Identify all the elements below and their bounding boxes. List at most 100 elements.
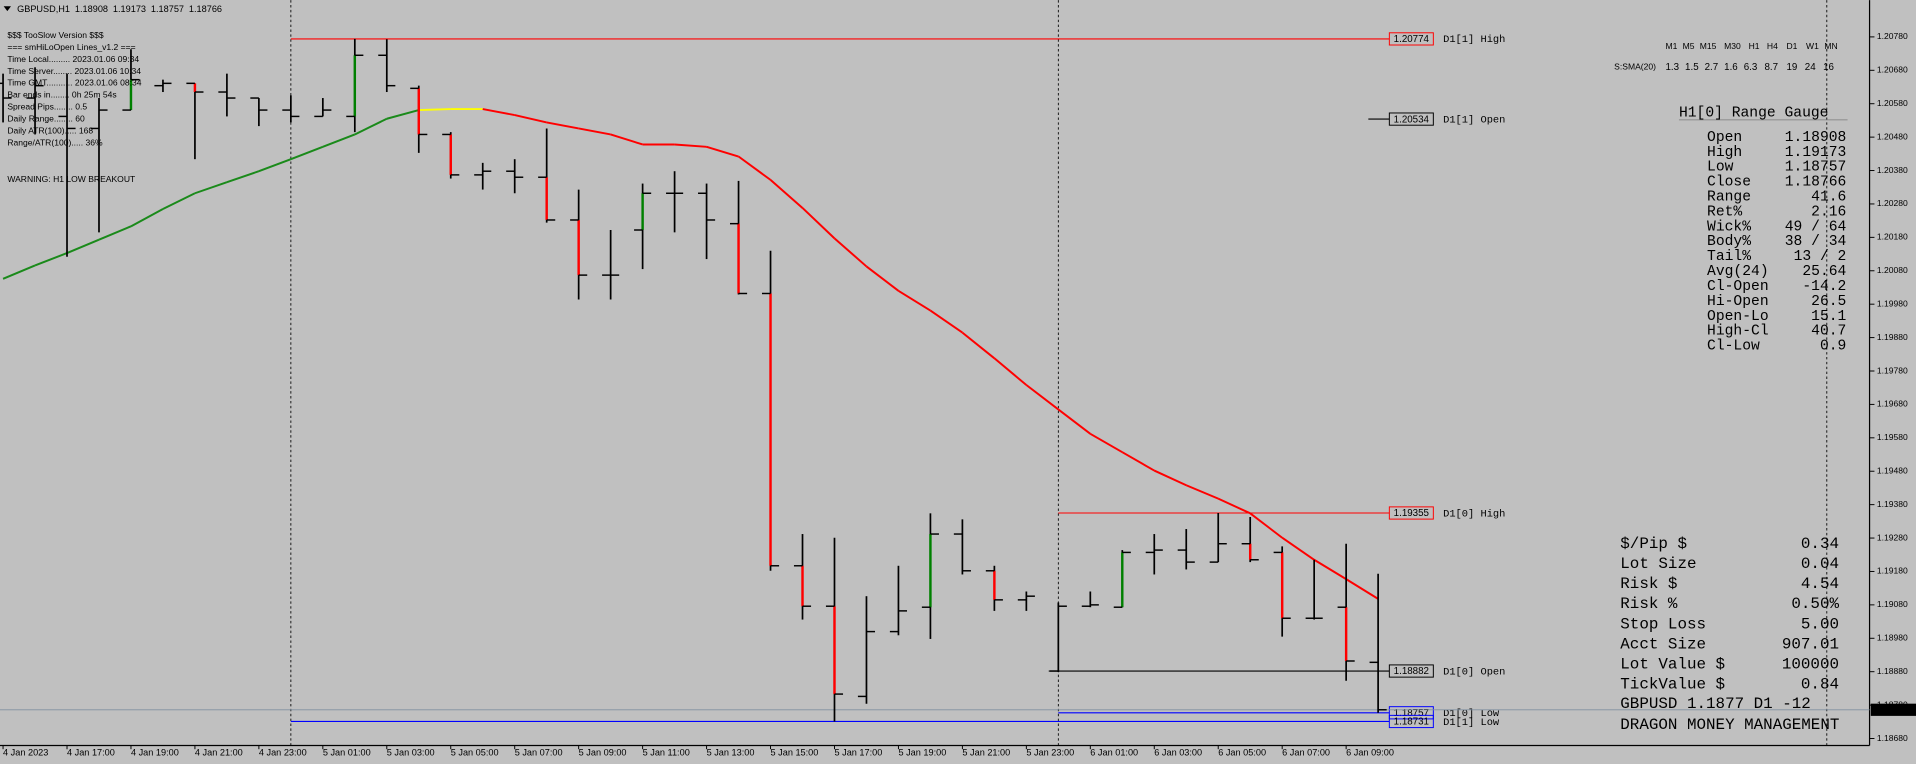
- ma-segment: [130, 208, 164, 228]
- y-tick-label: 1.20780: [1877, 31, 1908, 41]
- gauge-title: H1[0] Range Gauge: [1679, 105, 1829, 121]
- x-tick-label: 4 Jan 17:00: [67, 747, 115, 757]
- y-tick-label: 1.19180: [1877, 566, 1908, 576]
- ma-segment: [1121, 451, 1155, 472]
- info-line: Spread Pips........ 0.5: [7, 102, 87, 112]
- gauge-value: 26.5: [1811, 294, 1846, 310]
- gauge-label: High: [1707, 145, 1742, 161]
- y-tick-label: 1.19580: [1877, 432, 1908, 442]
- ma-segment: [897, 289, 931, 312]
- ma-segment: [258, 158, 292, 173]
- ma-segment: [162, 192, 196, 210]
- header-high: 1.19173: [113, 4, 146, 14]
- gauge-label: Body%: [1707, 234, 1751, 250]
- money-value: 0.84: [1801, 675, 1839, 693]
- header-symbol: GBPUSD,H1: [17, 4, 70, 14]
- ma-segment: [1249, 512, 1283, 539]
- timeframe: MN: [1824, 41, 1837, 51]
- current-price-box: [1870, 703, 1916, 716]
- ma-segment: [66, 238, 100, 254]
- info-line: Time GMT........... 2023.01.06 08:34: [7, 78, 141, 88]
- gauge-value: 1.18757: [1785, 160, 1847, 176]
- gauge-value: 40.7: [1811, 324, 1846, 340]
- gauge-value: -14.2: [1802, 279, 1846, 295]
- gauge-value: 1.19173: [1785, 145, 1847, 161]
- level-box: [1388, 112, 1434, 126]
- ma-segment: [226, 170, 260, 184]
- header-open: 1.18908: [75, 4, 108, 14]
- ma-segment: [1089, 432, 1123, 454]
- ma-segment: [418, 108, 451, 112]
- money-value: 100000: [1782, 655, 1839, 673]
- x-tick-label: 5 Jan 05:00: [451, 747, 499, 757]
- money-label: Risk %: [1620, 595, 1678, 613]
- x-tick-label: 4 Jan 2023: [3, 747, 48, 757]
- timeframe: H1: [1749, 41, 1760, 51]
- ma-segment: [674, 143, 707, 148]
- header-close: 1.18766: [189, 4, 222, 14]
- level-value: 1.18757: [1394, 708, 1429, 719]
- ma-segment: [737, 155, 772, 181]
- money-label: Risk $: [1620, 575, 1677, 593]
- info-line: === smHiLoOpen Lines_v1.2 ===: [7, 42, 135, 52]
- level-box: [1388, 714, 1434, 729]
- y-tick-label: 1.18980: [1877, 633, 1908, 643]
- gauge-value: 0.9: [1820, 339, 1846, 355]
- gauge-value: 49 / 64: [1785, 219, 1847, 235]
- y-tick-label: 1.20280: [1877, 198, 1908, 208]
- gauge-label: Cl-Open: [1707, 279, 1769, 295]
- ma-segment: [2, 264, 36, 280]
- y-tick-label: 1.19680: [1877, 399, 1908, 409]
- x-tick-label: 5 Jan 03:00: [387, 747, 435, 757]
- ma-segment: [1153, 469, 1187, 487]
- x-tick-label: 5 Jan 09:00: [579, 747, 627, 757]
- gauge-label: Tail%: [1707, 249, 1751, 265]
- ma-segment: [482, 108, 515, 117]
- ma-segment: [194, 181, 228, 195]
- gauge-label: High-Cl: [1707, 324, 1769, 340]
- ma-segment: [1281, 536, 1315, 561]
- ma-segment: [610, 133, 643, 146]
- ma-segment: [546, 121, 579, 130]
- x-tick-label: 6 Jan 05:00: [1218, 747, 1266, 757]
- gauge-label: Wick%: [1707, 219, 1751, 235]
- sma-value: 8.7: [1764, 62, 1778, 73]
- gauge-label: Open: [1707, 130, 1742, 146]
- level-value: 1.19355: [1394, 508, 1430, 519]
- header-low: 1.18757: [151, 4, 184, 14]
- y-tick-label: 1.20380: [1877, 165, 1908, 175]
- x-tick-label: 5 Jan 15:00: [771, 747, 819, 757]
- ma-segment: [1185, 484, 1219, 500]
- timeframe: W1: [1806, 41, 1819, 51]
- ma-segment: [929, 309, 963, 334]
- money-label: Lot Value $: [1620, 655, 1725, 673]
- timeframe: H4: [1767, 41, 1778, 51]
- y-tick-label: 1.20080: [1877, 265, 1908, 275]
- level-name: D1[1] High: [1443, 34, 1505, 46]
- gauge-value: 1.18766: [1785, 175, 1847, 191]
- timeframe: M15: [1700, 41, 1717, 51]
- gauge-value: 41.6: [1811, 190, 1846, 206]
- y-tick-label: 1.20680: [1877, 65, 1908, 75]
- level-box: [1388, 664, 1434, 678]
- y-tick-label: 1.19380: [1877, 499, 1908, 509]
- ma-segment: [34, 252, 68, 267]
- y-tick-label: 1.20480: [1877, 131, 1908, 141]
- x-tick-label: 6 Jan 01:00: [1090, 747, 1138, 757]
- sma-value: 19: [1786, 62, 1797, 73]
- info-line: Time Server........ 2023.01.06 10:34: [7, 66, 141, 76]
- ma-segment: [322, 133, 356, 148]
- money-label: TickValue $: [1620, 675, 1725, 693]
- level-name: D1[0] Low: [1443, 708, 1500, 720]
- sma-value: 16: [1823, 62, 1834, 73]
- level-box: [1388, 32, 1434, 46]
- x-tick-label: 6 Jan 07:00: [1282, 747, 1330, 757]
- timeframe: M5: [1683, 41, 1695, 51]
- gauge-label: Close: [1707, 175, 1751, 191]
- gauge-value: 38 / 34: [1785, 234, 1847, 250]
- header: GBPUSD,H1 1.18908 1.19173 1.18757 1.18766: [17, 4, 222, 14]
- x-tick-label: 5 Jan 11:00: [643, 747, 690, 757]
- ma-segment: [1217, 497, 1251, 515]
- money-value: 4.54: [1801, 575, 1839, 593]
